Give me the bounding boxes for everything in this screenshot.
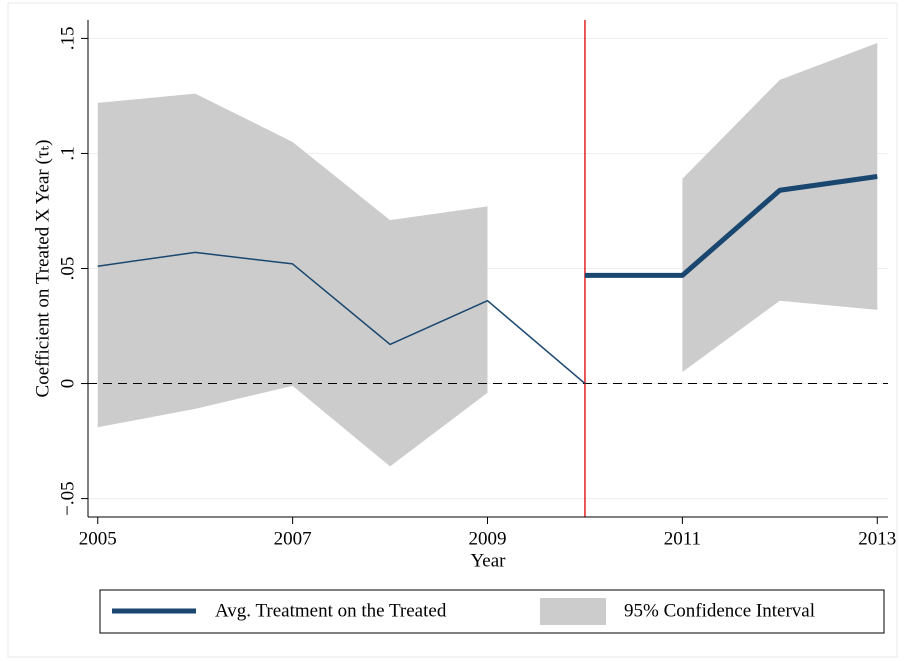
legend-label: Avg. Treatment on the Treated: [215, 600, 447, 621]
x-tick-label: 2005: [79, 528, 117, 549]
legend-swatch: [540, 598, 606, 625]
y-tick-label: −.05: [57, 481, 78, 515]
y-axis-title: Coefficient on Treated X Year (τₜ): [32, 140, 53, 398]
x-tick-label: 2013: [858, 528, 896, 549]
y-tick-label: 0: [57, 379, 78, 389]
x-tick-label: 2009: [469, 528, 507, 549]
legend-label: 95% Confidence Interval: [624, 600, 815, 621]
x-tick-label: 2011: [664, 528, 701, 549]
y-tick-label: .15: [57, 27, 78, 51]
y-tick-label: .05: [57, 257, 78, 281]
series-line: [97, 251, 586, 385]
x-axis-title: Year: [470, 550, 506, 571]
x-tick-label: 2007: [274, 528, 312, 549]
confidence-band: [682, 43, 878, 373]
legend-box: [99, 589, 885, 634]
y-tick-label: .1: [57, 146, 78, 160]
series-line: [584, 173, 878, 278]
confidence-band: [97, 93, 488, 467]
